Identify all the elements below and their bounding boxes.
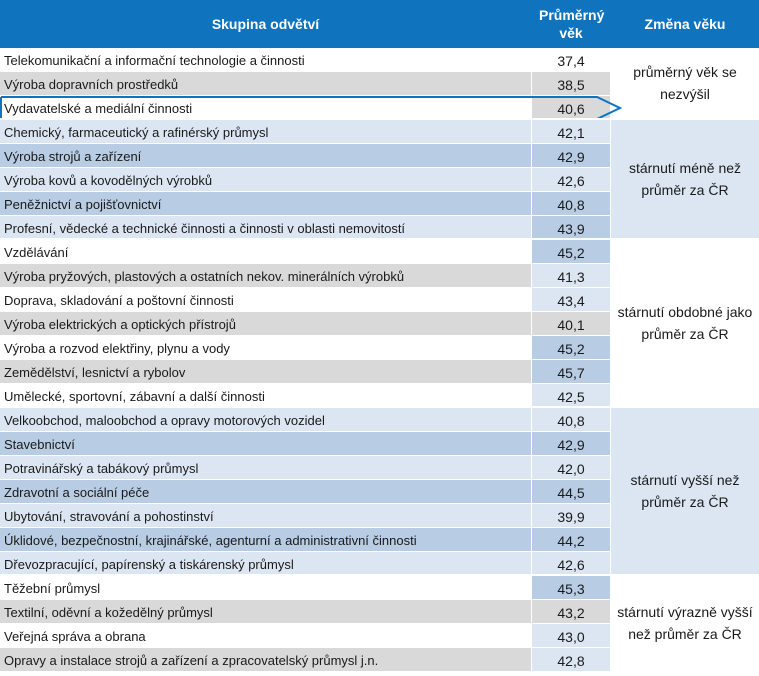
industry-name: Zdravotní a sociální péče (0, 480, 531, 503)
average-age-value: 45,2 (532, 336, 610, 359)
industry-name: Profesní, vědecké a technické činnosti a… (0, 216, 531, 239)
industry-name: Výroba dopravních prostředků (0, 72, 531, 95)
average-age-value: 42,0 (532, 456, 610, 479)
age-change-group: stárnutí méně než průměr za ČR (611, 120, 759, 238)
table-row: Peněžnictví a pojišťovnictví 40,8 (0, 192, 611, 216)
industry-name: Peněžnictví a pojišťovnictví (0, 192, 531, 215)
column-header-average-age: Průměrný věk (532, 0, 610, 48)
average-age-value: 43,9 (532, 216, 610, 239)
industry-name: Dřevozpracující, papírenský a tiskárensk… (0, 552, 531, 575)
industry-name: Opravy a instalace strojů a zařízení a z… (0, 648, 531, 671)
industry-name: Výroba strojů a zařízení (0, 144, 531, 167)
industry-name: Výroba pryžových, plastových a ostatních… (0, 264, 531, 287)
group-separator (0, 238, 759, 240)
average-age-value: 37,4 (532, 48, 610, 71)
average-age-value: 39,9 (532, 504, 610, 527)
average-age-value: 43,2 (532, 600, 610, 623)
group-separator (0, 406, 759, 408)
column-header-average-age-label: Průměrný věk (539, 7, 605, 41)
industry-name: Veřejná správa a obrana (0, 624, 531, 647)
industry-name: Potravinářský a tabákový průmysl (0, 456, 531, 479)
industry-name: Úklidové, bezpečnostní, krajinářské, age… (0, 528, 531, 551)
average-age-value: 42,5 (532, 384, 610, 407)
table-row: Velkoobchod, maloobchod a opravy motorov… (0, 408, 611, 432)
industry-name: Velkoobchod, maloobchod a opravy motorov… (0, 408, 531, 431)
average-age-value: 42,8 (532, 648, 610, 671)
table-row: Výroba dopravních prostředků 38,5 (0, 72, 611, 96)
table-row: Dřevozpracující, papírenský a tiskárensk… (0, 552, 611, 576)
age-change-group: stárnutí vyšší než průměr za ČR (611, 408, 759, 574)
average-age-value: 40,6 (532, 96, 610, 119)
industry-name: Výroba a rozvod elektřiny, plynu a vody (0, 336, 531, 359)
table-row: Výroba strojů a zařízení 42,9 (0, 144, 611, 168)
table-row: Profesní, vědecké a technické činnosti a… (0, 216, 611, 240)
table-row: Ubytování, stravování a pohostinství 39,9 (0, 504, 611, 528)
table-row: Potravinářský a tabákový průmysl 42,0 (0, 456, 611, 480)
average-age-value: 42,6 (532, 552, 610, 575)
average-age-value: 43,4 (532, 288, 610, 311)
table-row: Vydavatelské a mediální činnosti 40,6 (0, 96, 611, 120)
industry-name: Zemědělství, lesnictví a rybolov (0, 360, 531, 383)
average-age-value: 42,6 (532, 168, 610, 191)
industry-name: Vzdělávání (0, 240, 531, 263)
table-row: Výroba pryžových, plastových a ostatních… (0, 264, 611, 288)
table-row: Doprava, skladování a poštovní činnosti 4… (0, 288, 611, 312)
industry-name: Výroba elektrických a optických přístroj… (0, 312, 531, 335)
table-row: Zdravotní a sociální péče 44,5 (0, 480, 611, 504)
average-age-value: 40,1 (532, 312, 610, 335)
table-header: Skupina odvětví Průměrný věk Změna věku (0, 0, 759, 48)
industry-name: Textilní, oděvní a kožedělný průmysl (0, 600, 531, 623)
industry-name: Stavebnictví (0, 432, 531, 455)
average-age-value: 44,2 (532, 528, 610, 551)
table-row: Umělecké, sportovní, zábavní a další čin… (0, 384, 611, 408)
age-change-group: stárnutí výrazně vyšší než průměr za ČR (611, 576, 759, 670)
industry-name: Chemický, farmaceutický a rafinérský prů… (0, 120, 531, 143)
table-row: Výroba elektrických a optických přístroj… (0, 312, 611, 336)
table-row: Vzdělávání 45,2 (0, 240, 611, 264)
table-row: Výroba kovů a kovodělných výrobků 42,6 (0, 168, 611, 192)
average-age-value: 44,5 (532, 480, 610, 503)
industry-name: Doprava, skladování a poštovní činnosti (0, 288, 531, 311)
average-age-value: 45,3 (532, 576, 610, 599)
table-row: Chemický, farmaceutický a rafinérský prů… (0, 120, 611, 144)
industry-name: Telekomunikační a informační technologie… (0, 48, 531, 71)
industry-name: Těžební průmysl (0, 576, 531, 599)
average-age-value: 45,2 (532, 240, 610, 263)
table-row: Opravy a instalace strojů a zařízení a z… (0, 648, 611, 672)
table-row: Těžební průmysl 45,3 (0, 576, 611, 600)
average-age-value: 38,5 (532, 72, 610, 95)
industry-name: Výroba kovů a kovodělných výrobků (0, 168, 531, 191)
average-age-value: 40,8 (532, 408, 610, 431)
column-header-age-change: Změna věku (644, 16, 726, 32)
average-age-value: 42,9 (532, 432, 610, 455)
table-row: Výroba a rozvod elektřiny, plynu a vody 4… (0, 336, 611, 360)
age-change-group: průměrný věk se nezvýšil (611, 48, 759, 118)
group-separator (0, 118, 759, 120)
table-row: Telekomunikační a informační technologie… (0, 48, 611, 72)
table-row: Stavebnictví 42,9 (0, 432, 611, 456)
group-separator (0, 574, 759, 576)
industry-name: Vydavatelské a mediální činnosti (0, 96, 531, 119)
table-row: Zemědělství, lesnictví a rybolov 45,7 (0, 360, 611, 384)
table-row: Úklidové, bezpečnostní, krajinářské, age… (0, 528, 611, 552)
average-age-value: 45,7 (532, 360, 610, 383)
column-header-group: Skupina odvětví (211, 16, 320, 32)
age-change-group: stárnutí obdobné jako průměr za ČR (611, 240, 759, 406)
average-age-value: 42,9 (532, 144, 610, 167)
table-row: Veřejná správa a obrana 43,0 (0, 624, 611, 648)
average-age-value: 41,3 (532, 264, 610, 287)
industry-name: Ubytování, stravování a pohostinství (0, 504, 531, 527)
table-row: Textilní, oděvní a kožedělný průmysl 43,2 (0, 600, 611, 624)
average-age-value: 42,1 (532, 120, 610, 143)
average-age-value: 43,0 (532, 624, 610, 647)
industry-name: Umělecké, sportovní, zábavní a další čin… (0, 384, 531, 407)
average-age-value: 40,8 (532, 192, 610, 215)
